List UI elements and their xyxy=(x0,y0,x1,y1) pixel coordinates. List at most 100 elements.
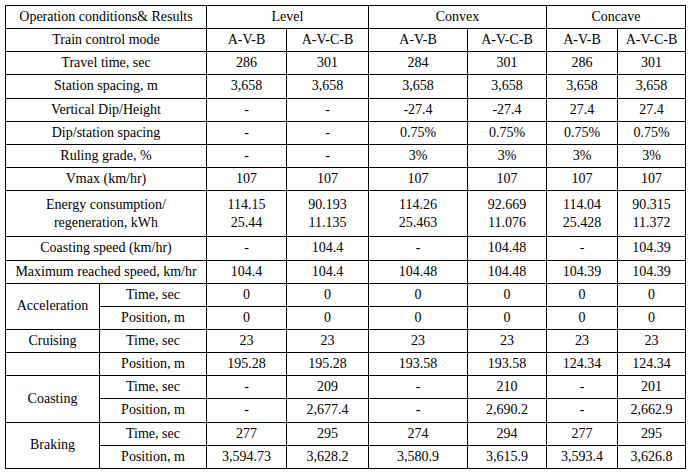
value-cell: 3,658 xyxy=(547,75,618,98)
mode-cell: A-V-B xyxy=(207,29,287,52)
value-cell: 3% xyxy=(369,144,468,167)
phase-label: Coasting xyxy=(6,376,100,422)
value-cell: 284 xyxy=(369,52,468,75)
value-cell: 3,658 xyxy=(287,75,369,98)
value-cell: 0 xyxy=(468,306,547,329)
value-cell: 209 xyxy=(287,376,369,399)
value-cell: 23 xyxy=(547,329,618,352)
value-cell: 23 xyxy=(207,329,287,352)
mode-header: Train control mode xyxy=(6,29,207,52)
value-cell: - xyxy=(547,376,618,399)
header-row-groups: Operation conditions& Results Level Conv… xyxy=(6,6,686,29)
table-row: Position, m195.28195.28193.58193.58124.3… xyxy=(6,353,686,376)
value-cell: 104.4 xyxy=(207,260,287,283)
mode-cell: A-V-C-B xyxy=(468,29,547,52)
col-group-concave: Concave xyxy=(547,6,686,29)
value-cell: - xyxy=(547,399,618,422)
value-cell: 2,690.2 xyxy=(468,399,547,422)
value-cell: 286 xyxy=(207,52,287,75)
table-row: AccelerationTime, sec000000 xyxy=(6,283,686,306)
value-cell: 0 xyxy=(547,306,618,329)
mode-cell: A-V-B xyxy=(547,29,618,52)
row-label: Travel time, sec xyxy=(6,52,207,75)
value-cell: - xyxy=(207,121,287,144)
value-cell: 295 xyxy=(287,422,369,445)
value-cell: 104.39 xyxy=(547,260,618,283)
value-cell: 3,594.73 xyxy=(207,445,287,468)
value-cell: 3,580.9 xyxy=(369,445,468,468)
value-cell: - xyxy=(287,144,369,167)
value-cell: 3% xyxy=(618,144,686,167)
value-cell: 277 xyxy=(207,422,287,445)
value-cell: 90.315 11.372 xyxy=(618,191,686,237)
value-cell: 3,626.8 xyxy=(618,445,686,468)
value-cell: 0 xyxy=(369,306,468,329)
value-cell: 3,658 xyxy=(369,75,468,98)
row-label: Dip/station spacing xyxy=(6,121,207,144)
col-group-convex: Convex xyxy=(369,6,547,29)
value-cell: 195.28 xyxy=(287,353,369,376)
value-cell: 27.4 xyxy=(618,98,686,121)
value-cell: 124.34 xyxy=(618,353,686,376)
table-row: BrakingTime, sec277295274294277295 xyxy=(6,422,686,445)
metric-label: Time, sec xyxy=(100,422,207,445)
value-cell: 2,677.4 xyxy=(287,399,369,422)
row-label: Maximum reached speed, km/hr xyxy=(6,260,207,283)
table-row: Vertical Dip/Height---27.4-27.427.427.4 xyxy=(6,98,686,121)
value-cell: 104.48 xyxy=(369,260,468,283)
table-row: Position, m-2,677.4-2,690.2-2,662.9 xyxy=(6,399,686,422)
value-cell: 3,658 xyxy=(468,75,547,98)
value-cell: 90.193 11.135 xyxy=(287,191,369,237)
value-cell: - xyxy=(207,98,287,121)
table-row: Position, m000000 xyxy=(6,306,686,329)
value-cell: 104.39 xyxy=(618,260,686,283)
table-row: Maximum reached speed, km/hr104.4104.410… xyxy=(6,260,686,283)
value-cell: 301 xyxy=(468,52,547,75)
metric-label: Time, sec xyxy=(100,283,207,306)
value-cell: 23 xyxy=(287,329,369,352)
value-cell: 0 xyxy=(369,283,468,306)
table-row: Coasting speed (km/hr)-104.4-104.48-104.… xyxy=(6,237,686,260)
value-cell: - xyxy=(547,237,618,260)
value-cell: 3% xyxy=(468,144,547,167)
value-cell: 104.4 xyxy=(287,237,369,260)
value-cell: 301 xyxy=(618,52,686,75)
phase-label-empty xyxy=(6,353,100,376)
value-cell: 104.4 xyxy=(287,260,369,283)
table-row: CoastingTime, sec-209-210-201 xyxy=(6,376,686,399)
value-cell: 0.75% xyxy=(547,121,618,144)
metric-label: Time, sec xyxy=(100,329,207,352)
value-cell: 3,593.4 xyxy=(547,445,618,468)
value-cell: 0.75% xyxy=(369,121,468,144)
value-cell: 2,662.9 xyxy=(618,399,686,422)
value-cell: 0 xyxy=(468,283,547,306)
value-cell: 295 xyxy=(618,422,686,445)
table-row: Travel time, sec286301284301286301 xyxy=(6,52,686,75)
results-table: Operation conditions& Results Level Conv… xyxy=(5,5,686,469)
table-row: Station spacing, m3,6583,6583,6583,6583,… xyxy=(6,75,686,98)
value-cell: - xyxy=(207,376,287,399)
mode-cell: A-V-C-B xyxy=(287,29,369,52)
value-cell: 0 xyxy=(618,306,686,329)
value-cell: 92.669 11.076 xyxy=(468,191,547,237)
value-cell: 3,658 xyxy=(618,75,686,98)
value-cell: 0 xyxy=(287,306,369,329)
table-row: Vmax (km/hr)107107107107107107 xyxy=(6,167,686,190)
table-row: Energy consumption/ regeneration, kWh114… xyxy=(6,191,686,237)
value-cell: 114.26 25.463 xyxy=(369,191,468,237)
value-cell: - xyxy=(287,98,369,121)
table-row: Ruling grade, %--3%3%3%3% xyxy=(6,144,686,167)
value-cell: - xyxy=(207,237,287,260)
row-label: Energy consumption/ regeneration, kWh xyxy=(6,191,207,237)
value-cell: 0 xyxy=(547,283,618,306)
table-row: Dip/station spacing--0.75%0.75%0.75%0.75… xyxy=(6,121,686,144)
phase-label: Braking xyxy=(6,422,100,468)
value-cell: 301 xyxy=(287,52,369,75)
value-cell: 107 xyxy=(369,167,468,190)
phase-label: Cruising xyxy=(6,329,100,352)
value-cell: 114.15 25.44 xyxy=(207,191,287,237)
value-cell: 107 xyxy=(287,167,369,190)
value-cell: 27.4 xyxy=(547,98,618,121)
value-cell: -27.4 xyxy=(369,98,468,121)
value-cell: 3,658 xyxy=(207,75,287,98)
